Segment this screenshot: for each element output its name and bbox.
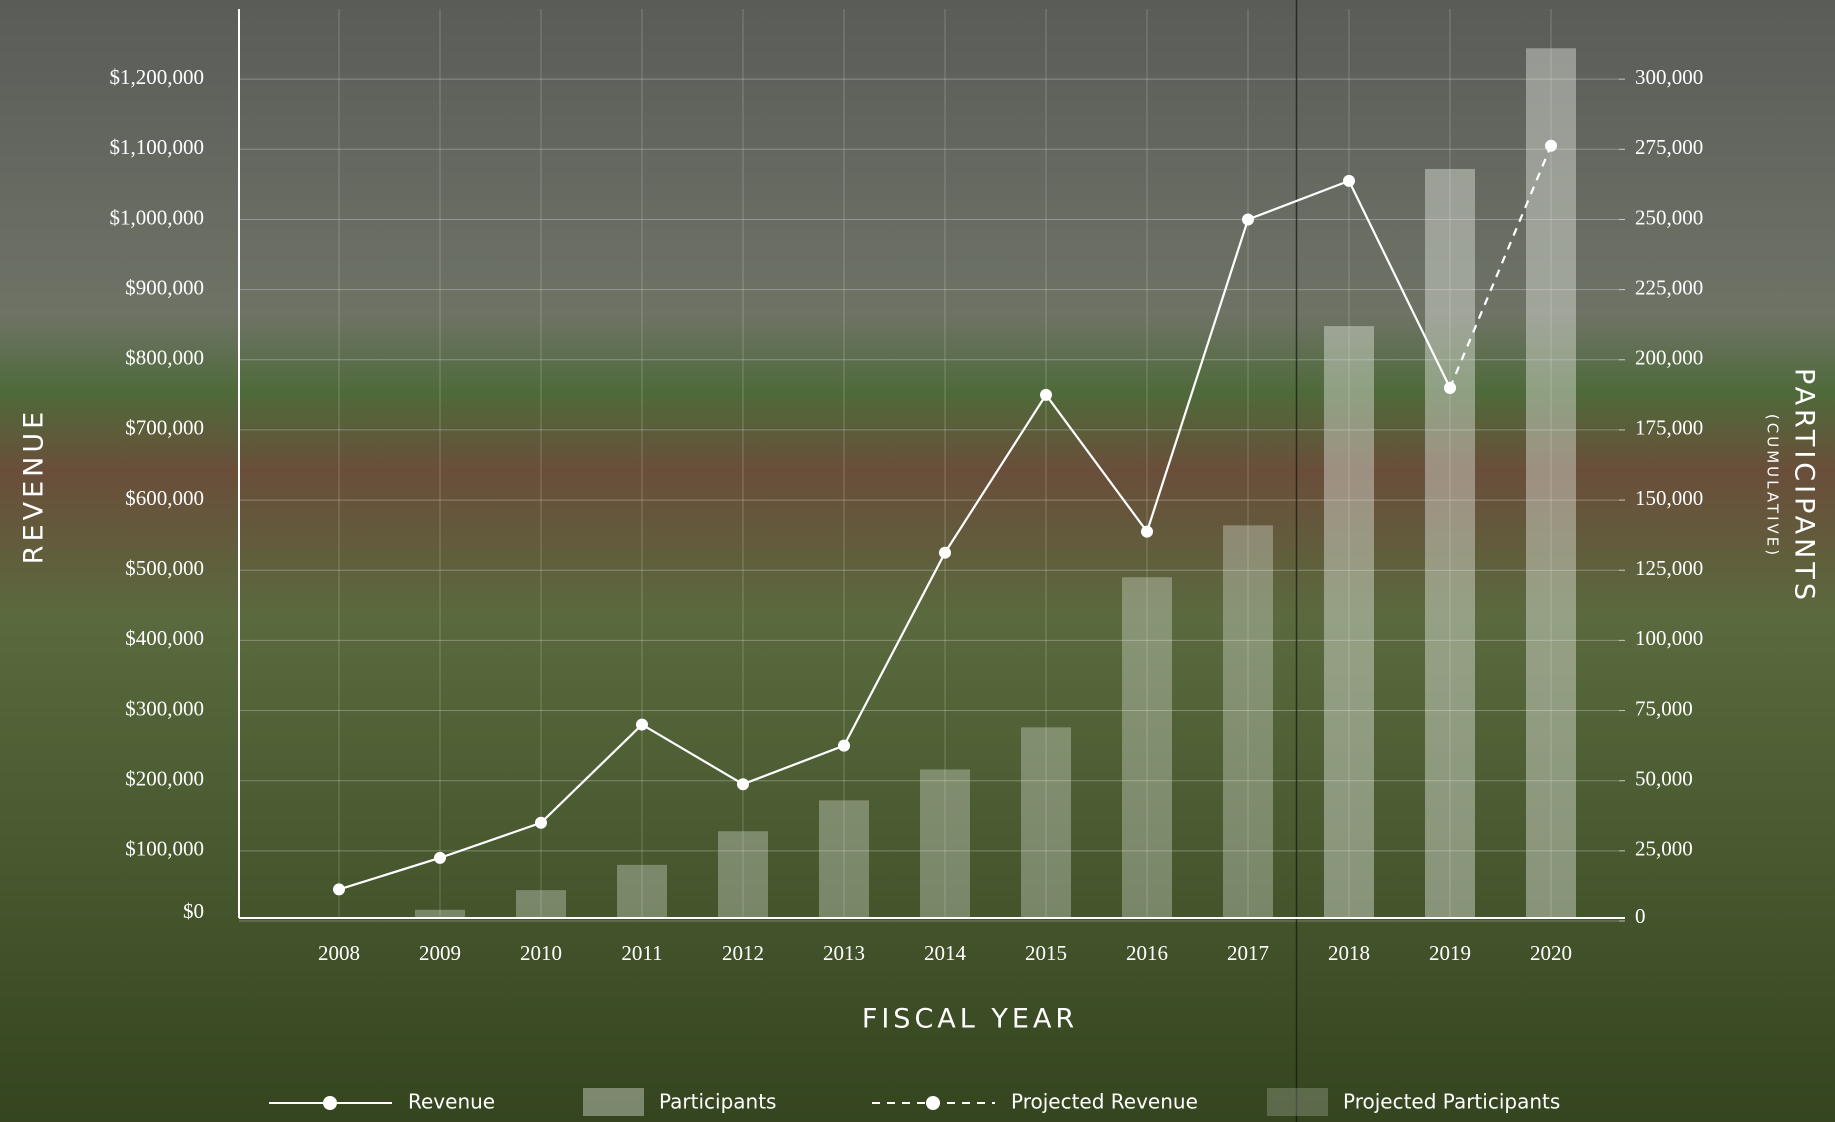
x-tick-label: 2011	[621, 941, 662, 965]
point	[636, 719, 648, 731]
bar	[415, 910, 465, 918]
legend-label: Revenue	[408, 1090, 495, 1114]
y-tick-label: $1,100,000	[110, 135, 205, 159]
y-tick-label: $600,000	[125, 486, 204, 510]
point	[737, 778, 749, 790]
y2-tick-label: 250,000	[1635, 205, 1703, 229]
y2-tick-label: 25,000	[1635, 837, 1693, 861]
y-tick-label: $800,000	[125, 346, 204, 370]
legend-swatch	[583, 1088, 644, 1116]
x-tick-label: 2013	[823, 941, 865, 965]
y-tick-label: $900,000	[125, 275, 204, 299]
x-tick-label: 2019	[1429, 941, 1471, 965]
y-tick-label: $0	[183, 899, 204, 923]
bar	[1223, 525, 1273, 918]
y-tick-label: $1,200,000	[110, 65, 205, 89]
y2-tick-label: 0	[1635, 904, 1646, 928]
x-tick-label: 2009	[419, 941, 461, 965]
y2-tick-label: 125,000	[1635, 556, 1703, 580]
y2-axis-subtitle: (CUMULATIVE)	[1764, 414, 1782, 558]
y2-tick-label: 50,000	[1635, 767, 1693, 791]
point	[1343, 175, 1355, 187]
chart: FISCAL YEAR REVENUE PARTICIPANTS (CUMULA…	[0, 0, 1835, 1122]
y-tick-label: $500,000	[125, 556, 204, 580]
y-axis-title: REVENUE	[19, 408, 50, 564]
y2-axis-title: PARTICIPANTS	[1789, 368, 1820, 604]
bar	[819, 800, 869, 918]
y-tick-label: $200,000	[125, 767, 204, 791]
x-tick-label: 2020	[1530, 941, 1572, 965]
point	[1444, 382, 1456, 394]
point	[1141, 526, 1153, 538]
point	[838, 740, 850, 752]
y2-tick-label: 200,000	[1635, 346, 1703, 370]
legend-label: Projected Participants	[1343, 1090, 1560, 1114]
point	[1545, 140, 1557, 152]
bar	[1021, 727, 1071, 918]
bar	[920, 769, 970, 918]
x-tick-label: 2016	[1126, 941, 1168, 965]
bar	[1425, 169, 1475, 918]
x-tick-label: 2018	[1328, 941, 1370, 965]
point	[434, 852, 446, 864]
x-tick-label: 2014	[924, 941, 967, 965]
y-tick-label: $300,000	[125, 696, 204, 720]
legend-label: Participants	[659, 1090, 776, 1114]
x-tick-label: 2017	[1227, 941, 1269, 965]
bar	[718, 831, 768, 918]
x-tick-label: 2008	[318, 941, 360, 965]
y-tick-label: $1,000,000	[110, 205, 205, 229]
point	[535, 817, 547, 829]
x-axis-title: FISCAL YEAR	[862, 1004, 1078, 1035]
bar	[516, 890, 566, 918]
point	[333, 883, 345, 895]
bar	[1122, 577, 1172, 918]
bar	[1324, 326, 1374, 918]
y2-tick-label: 75,000	[1635, 696, 1693, 720]
y2-tick-label: 175,000	[1635, 416, 1703, 440]
legend-marker	[323, 1096, 337, 1110]
legend-marker	[926, 1096, 940, 1110]
legend-label: Projected Revenue	[1011, 1090, 1198, 1114]
y2-tick-label: 100,000	[1635, 626, 1703, 650]
x-tick-label: 2012	[722, 941, 764, 965]
y2-tick-label: 225,000	[1635, 275, 1703, 299]
y2-tick-label: 300,000	[1635, 65, 1703, 89]
bar	[617, 865, 667, 918]
legend-swatch	[1267, 1088, 1328, 1116]
point	[1242, 213, 1254, 225]
y2-tick-label: 150,000	[1635, 486, 1703, 510]
x-tick-label: 2015	[1025, 941, 1067, 965]
y-tick-label: $700,000	[125, 416, 204, 440]
x-tick-label: 2010	[520, 941, 562, 965]
bar	[1526, 48, 1576, 918]
y2-tick-label: 275,000	[1635, 135, 1703, 159]
y-tick-label: $100,000	[125, 837, 204, 861]
point	[939, 547, 951, 559]
y-tick-label: $400,000	[125, 626, 204, 650]
point	[1040, 389, 1052, 401]
